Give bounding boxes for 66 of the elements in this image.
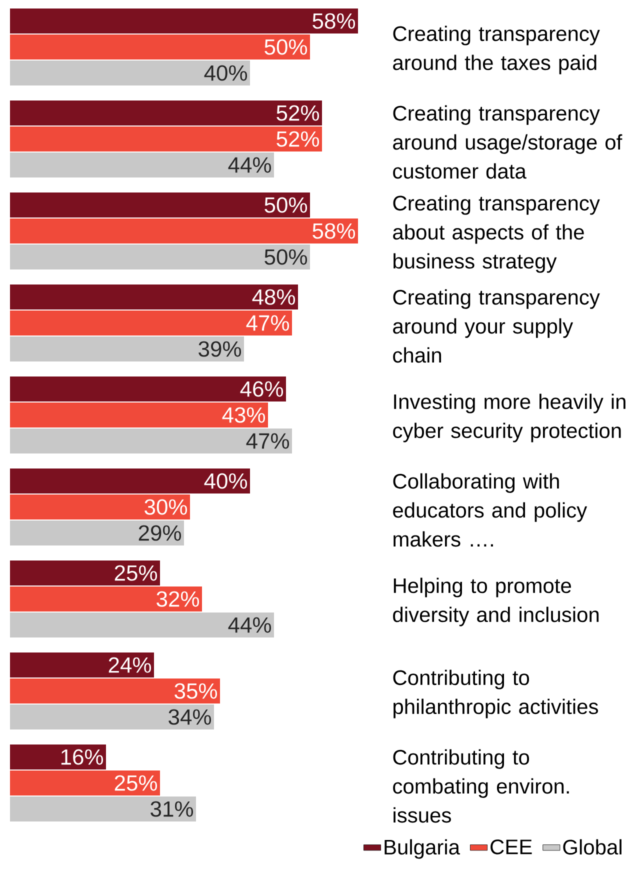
y-tick-label: Creating transparency around your supply chain: [393, 289, 600, 363]
bar: [10, 126, 322, 152]
data-label: 30%: [144, 499, 188, 515]
data-label: 31%: [150, 801, 194, 817]
data-label: 48%: [252, 289, 296, 305]
data-label: 25%: [114, 565, 158, 581]
data-label: 39%: [198, 341, 242, 357]
bar: [10, 428, 292, 454]
bar: [10, 704, 214, 730]
data-label: 32%: [156, 591, 200, 607]
bar: [10, 796, 196, 822]
data-label: 34%: [168, 709, 212, 725]
bar: [10, 652, 154, 678]
bar: [10, 494, 190, 520]
bar: [10, 770, 160, 796]
data-label: 44%: [228, 157, 272, 173]
data-label: 24%: [108, 657, 152, 673]
data-label: 50%: [264, 39, 308, 55]
bar: [10, 34, 310, 60]
data-label: 16%: [61, 749, 104, 765]
y-tick-label: Collaborating with educators and policy makers ….: [393, 473, 588, 547]
data-label: 58%: [312, 13, 356, 29]
data-label: 40%: [204, 473, 248, 489]
bar: [10, 60, 250, 86]
bar: [10, 310, 292, 336]
data-label: 52%: [276, 131, 320, 147]
data-label: 35%: [174, 683, 218, 699]
bar: [10, 586, 202, 612]
data-label: 52%: [276, 105, 320, 121]
data-label: 47%: [246, 433, 290, 449]
data-label: 40%: [204, 65, 248, 81]
bar: [10, 100, 322, 126]
bar: [10, 8, 358, 34]
y-tick-label: Helping to promote diversity and inclusion: [393, 578, 599, 626]
data-label: 58%: [312, 223, 356, 239]
bar: [10, 560, 160, 586]
legend-label: Bulgaria: [384, 839, 460, 859]
bar: [10, 468, 250, 494]
bar: [10, 612, 274, 638]
bar: [10, 744, 106, 770]
bar: [10, 152, 274, 178]
data-label: 50%: [264, 197, 308, 213]
bar: [10, 218, 358, 244]
bar: [10, 244, 310, 270]
data-label: 43%: [222, 407, 266, 423]
y-tick-label: Investing more heavily in cyber security protection: [393, 394, 626, 442]
bar: [10, 192, 310, 218]
y-tick-label: Contributing to philanthropic activities: [393, 670, 598, 718]
legend-label: CEE: [490, 839, 532, 854]
bar: [10, 336, 244, 362]
data-label: 50%: [264, 249, 308, 265]
legend-label: Global: [563, 839, 622, 855]
data-label: 46%: [240, 381, 284, 397]
y-tick-label: Creating transparency around the taxes paid: [393, 26, 600, 74]
y-tick-label: Creating transparency about aspects of the business strategy: [393, 195, 600, 273]
data-label: 25%: [114, 775, 158, 791]
data-label: 29%: [138, 525, 182, 541]
bar: [10, 284, 298, 310]
y-tick-label: Creating transparency around usage/storage of customer data: [393, 105, 622, 179]
bar: [10, 402, 268, 428]
data-label: 47%: [246, 315, 290, 331]
bar: [10, 376, 286, 402]
bar: [10, 520, 184, 546]
bar: [10, 678, 220, 704]
data-label: 44%: [228, 617, 272, 633]
y-tick-label: Contributing to combating environ. issues: [393, 749, 569, 823]
